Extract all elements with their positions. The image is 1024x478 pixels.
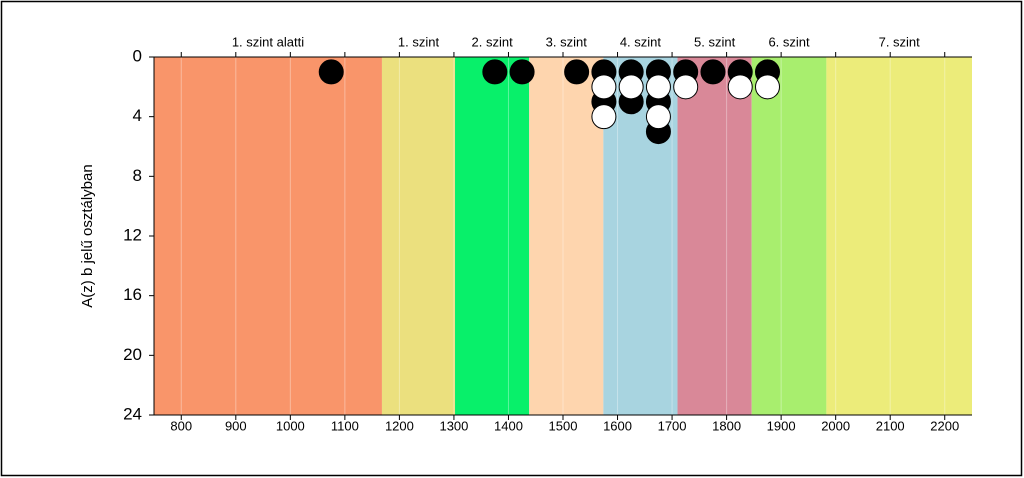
dot bbox=[618, 74, 644, 100]
dot bbox=[509, 59, 535, 85]
dot bbox=[645, 74, 671, 100]
y-tick-label: 8 bbox=[133, 166, 142, 185]
dot bbox=[318, 59, 344, 85]
y-tick-label: 24 bbox=[123, 404, 142, 423]
band bbox=[381, 57, 456, 415]
y-tick-label: 16 bbox=[123, 285, 142, 304]
band-label: 1. szint bbox=[398, 34, 440, 49]
band bbox=[455, 57, 530, 415]
dot bbox=[591, 104, 617, 130]
dot bbox=[482, 59, 508, 85]
dot bbox=[564, 59, 590, 85]
x-tick-label: 900 bbox=[225, 418, 247, 433]
x-tick-label: 1400 bbox=[494, 418, 523, 433]
band-label: 4. szint bbox=[620, 34, 662, 49]
y-tick-label: 4 bbox=[133, 106, 142, 125]
x-tick-label: 1000 bbox=[276, 418, 305, 433]
x-tick-label: 2100 bbox=[876, 418, 905, 433]
band bbox=[826, 57, 972, 415]
band-label: 6. szint bbox=[768, 34, 810, 49]
band-label: 2. szint bbox=[472, 34, 514, 49]
band bbox=[154, 57, 382, 415]
x-tick-label: 1700 bbox=[658, 418, 687, 433]
dot bbox=[591, 74, 617, 100]
band bbox=[751, 57, 827, 415]
dot bbox=[727, 74, 753, 100]
y-tick-label: 20 bbox=[123, 345, 142, 364]
dot bbox=[700, 59, 726, 85]
band-label: 7. szint bbox=[879, 34, 921, 49]
x-tick-label: 1300 bbox=[439, 418, 468, 433]
dot bbox=[755, 74, 780, 100]
x-tick-label: 1100 bbox=[331, 418, 359, 433]
x-tick-label: 1200 bbox=[385, 418, 414, 433]
band bbox=[677, 57, 752, 415]
x-tick-label: 2200 bbox=[930, 418, 959, 433]
band-label: 3. szint bbox=[546, 34, 588, 49]
band-label: 5. szint bbox=[694, 34, 736, 49]
band-label: 1. szint alatti bbox=[232, 34, 304, 49]
x-tick-label: 800 bbox=[170, 418, 192, 433]
dot bbox=[673, 74, 699, 100]
x-tick-label: 1800 bbox=[712, 418, 741, 433]
y-axis-label: A(z) b jelű osztályban bbox=[79, 164, 96, 307]
x-tick-label: 1900 bbox=[767, 418, 796, 433]
x-tick-label: 1500 bbox=[549, 418, 578, 433]
x-tick-label: 1600 bbox=[603, 418, 632, 433]
dot bbox=[645, 104, 671, 130]
y-tick-label: 12 bbox=[123, 225, 142, 244]
x-tick-label: 2000 bbox=[821, 418, 850, 433]
y-tick-label: 0 bbox=[133, 46, 142, 65]
band bbox=[529, 57, 604, 415]
